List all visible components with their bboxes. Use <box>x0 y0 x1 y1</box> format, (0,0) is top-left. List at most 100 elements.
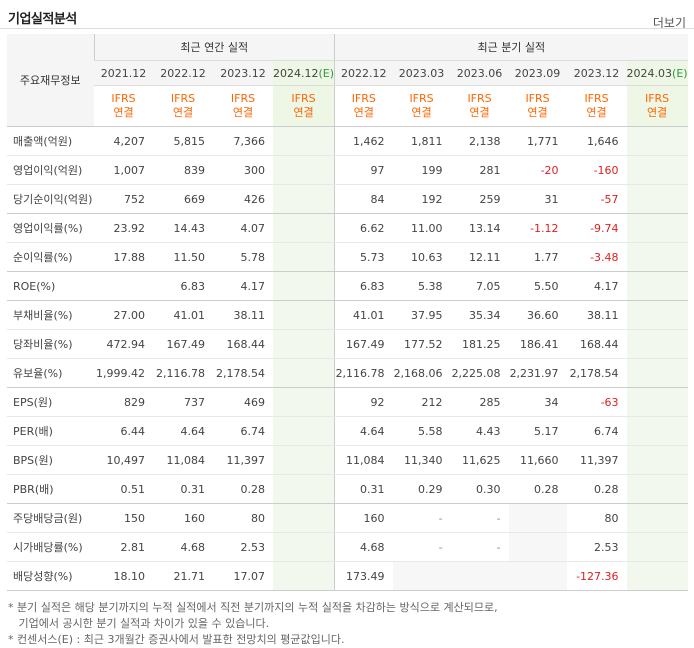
table-row: 순이익률(%) 17.88 11.50 5.78 5.73 10.63 12.11 1.77-… <box>7 242 688 272</box>
annual-value-cell: 4.64 <box>153 416 213 446</box>
annual-value-cell <box>94 271 153 301</box>
quarter-value-cell: 4.68 <box>334 532 393 562</box>
annual-value-cell <box>273 532 335 562</box>
annual-value-cell <box>273 416 335 446</box>
ifrs-label: IFRS <box>351 92 376 105</box>
row-label: 당좌비율(%) <box>7 329 94 359</box>
ifrs-label: IFRS <box>467 92 492 105</box>
quarter-value-cell <box>392 561 451 591</box>
footnote-2: 기업에서 공시한 분기 실적과 차이가 있을 수 있습니다. <box>8 617 270 630</box>
quarter-value-cell <box>508 532 567 562</box>
quarter-value-cell: 10.63 <box>392 242 451 272</box>
quarter-value-cell: 11,397 <box>566 445 627 475</box>
quarter-value-cell: 177.52 <box>392 329 451 359</box>
ifrs-label: IFRS <box>111 92 136 105</box>
consolidated-label: 연결 <box>172 106 194 119</box>
annual-period-header: 2024.12(E) <box>273 60 335 86</box>
row-label: 순이익률(%) <box>7 242 94 272</box>
annual-value-cell: 27.00 <box>94 300 153 330</box>
quarter-value-cell: 36.60 <box>508 300 567 330</box>
quarter-value-cell: 80 <box>566 503 627 533</box>
annual-value-cell: 4.07 <box>213 213 273 243</box>
quarter-value-cell: 192 <box>392 184 451 214</box>
annual-value-cell <box>273 561 335 591</box>
ifrs-label: IFRS <box>525 92 550 105</box>
quarter-value-cell <box>626 561 688 591</box>
quarter-value-cell <box>626 155 688 185</box>
table-row: 배당성향(%) 18.10 21.71 17.07 173.49 -127.36 <box>7 561 688 591</box>
quarter-value-cell: 168.44 <box>566 329 627 359</box>
quarter-value-cell: 5.17 <box>508 416 567 446</box>
quarter-value-cell: 34 <box>508 387 567 417</box>
period-label: 2024.12 <box>273 66 319 80</box>
quarter-value-cell <box>626 503 688 533</box>
quarter-value-cell: 12.11 <box>450 242 509 272</box>
ifrs-basis-header: IFRS 연결 <box>94 85 153 127</box>
quarter-value-cell <box>626 271 688 301</box>
ifrs-basis-header: IFRS 연결 <box>213 85 273 127</box>
ifrs-label: IFRS <box>291 92 316 105</box>
annual-value-cell: 1,007 <box>94 155 153 185</box>
row-label: ROE(%) <box>7 271 94 301</box>
label-column-header: 주요재무정보 <box>7 34 94 127</box>
annual-value-cell: 23.92 <box>94 213 153 243</box>
annual-value-cell: 168.44 <box>213 329 273 359</box>
annual-value-cell: 5.78 <box>213 242 273 272</box>
consolidated-label: 연결 <box>411 106 432 119</box>
period-label: 2023.12 <box>573 66 620 80</box>
quarter-value-cell: 0.28 <box>508 474 567 504</box>
annual-value-cell: 38.11 <box>213 300 273 330</box>
annual-value-cell: 11,397 <box>213 445 273 475</box>
table-row: ROE(%) 6.83 4.17 6.83 5.38 7.05 5.50 4.17 <box>7 271 688 301</box>
row-label: 부채비율(%) <box>7 300 94 330</box>
annual-value-cell <box>273 155 335 185</box>
consolidated-label: 연결 <box>353 106 374 119</box>
quarter-value-cell: 186.41 <box>508 329 567 359</box>
annual-value-cell: 150 <box>94 503 153 533</box>
annual-value-cell: 2,178.54 <box>213 358 273 388</box>
quarter-value-cell: 0.29 <box>392 474 451 504</box>
annual-value-cell: 300 <box>213 155 273 185</box>
table-row: PER(배) 6.44 4.64 6.74 4.64 5.58 4.43 5.17 6.74 <box>7 416 688 446</box>
annual-value-cell <box>273 213 335 243</box>
quarter-period-header: 2023.09 <box>508 60 567 86</box>
more-link[interactable]: 더보기 <box>652 16 686 30</box>
row-label: 시가배당률(%) <box>7 532 94 562</box>
financial-table: 주요재무정보 최근 연간 실적 최근 분기 실적 2021.12 2022.12 2… <box>7 34 688 591</box>
annual-value-cell <box>273 271 335 301</box>
ifrs-label: IFRS <box>170 92 196 105</box>
row-label: 영업이익(억원) <box>7 155 94 185</box>
quarter-value-cell: 4.43 <box>450 416 509 446</box>
quarter-value-cell: -57 <box>566 184 627 214</box>
ifrs-basis-header: IFRS 연결 <box>626 85 688 127</box>
quarter-period-header: 2023.06 <box>450 60 509 86</box>
quarter-value-cell: 0.31 <box>334 474 393 504</box>
quarter-value-cell: 1,811 <box>392 126 451 156</box>
consolidated-label: 연결 <box>527 106 548 119</box>
row-label: 배당성향(%) <box>7 561 94 591</box>
quarter-value-cell: 84 <box>334 184 393 214</box>
quarter-group-header: 최근 분기 실적 <box>334 34 688 61</box>
annual-value-cell: 1,999.42 <box>94 358 153 388</box>
quarter-value-cell: -127.36 <box>566 561 627 591</box>
annual-period-header: 2022.12 <box>153 60 213 86</box>
quarter-value-cell <box>508 503 567 533</box>
row-label: BPS(원) <box>7 445 94 475</box>
row-label: 매출액(억원) <box>7 126 94 156</box>
annual-value-cell: 0.31 <box>153 474 213 504</box>
ifrs-label: IFRS <box>409 92 434 105</box>
title-divider <box>0 28 694 29</box>
quarter-value-cell <box>450 561 509 591</box>
ifrs-basis-header: IFRS 연결 <box>392 85 451 127</box>
quarter-value-cell: 2,225.08 <box>450 358 509 388</box>
annual-value-cell: 21.71 <box>153 561 213 591</box>
ifrs-basis-header: IFRS 연결 <box>450 85 509 127</box>
quarter-value-cell: 6.83 <box>334 271 393 301</box>
ifrs-basis-header: IFRS 연결 <box>508 85 567 127</box>
quarter-value-cell: 0.28 <box>566 474 627 504</box>
annual-value-cell <box>273 445 335 475</box>
quarter-value-cell: 4.17 <box>566 271 627 301</box>
annual-value-cell: 0.51 <box>94 474 153 504</box>
table-row: 매출액(억원) 4,207 5,815 7,366 1,462 1,811 2,138 1,7… <box>7 126 688 156</box>
